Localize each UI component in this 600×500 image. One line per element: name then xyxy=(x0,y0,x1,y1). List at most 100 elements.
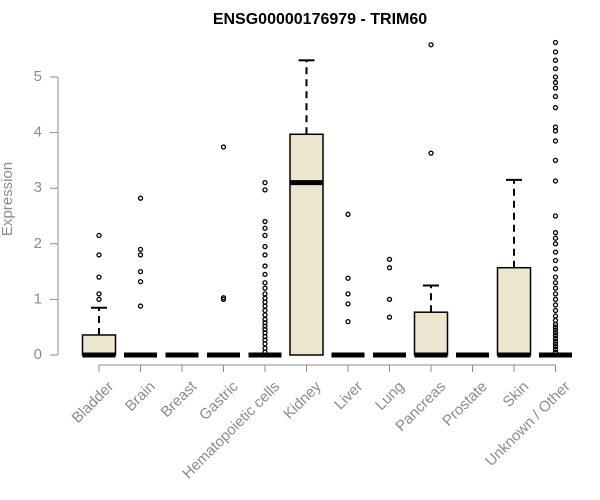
outlier-point xyxy=(552,266,559,272)
outlier-point xyxy=(345,291,351,297)
outlier-point xyxy=(262,291,268,297)
outlier-point xyxy=(552,85,559,91)
outlier-point xyxy=(262,320,268,326)
outlier-point xyxy=(345,275,351,281)
outlier-point xyxy=(552,235,559,241)
outlier-point xyxy=(345,211,351,217)
outlier-point xyxy=(552,39,559,46)
y-tick-label: 4 xyxy=(34,124,42,141)
x-tick-label: Prostate xyxy=(439,378,491,430)
outlier-point xyxy=(552,104,559,111)
outlier-point xyxy=(220,295,227,301)
y-tick-label: 3 xyxy=(34,179,42,196)
chart-title: ENSG00000176979 - TRIM60 xyxy=(213,11,427,28)
box xyxy=(81,334,117,356)
outlier-point xyxy=(262,243,268,250)
outlier-point xyxy=(96,252,102,258)
outlier-point xyxy=(137,303,144,309)
outlier-point xyxy=(96,296,102,303)
outlier-point xyxy=(262,225,268,231)
outlier-point xyxy=(262,312,268,318)
y-axis: 0 1 2 3 4 5 xyxy=(34,68,59,363)
x-tick-label: Brain xyxy=(122,378,159,415)
outlier-point xyxy=(552,178,559,184)
box-group-liver xyxy=(331,211,365,358)
outlier-point xyxy=(552,249,559,255)
outlier-point xyxy=(552,291,559,297)
outlier-point xyxy=(552,157,559,164)
box-group-pancreas xyxy=(413,42,449,358)
outlier-point xyxy=(96,274,102,280)
outlier-point xyxy=(428,42,434,48)
x-tick-label: Breast xyxy=(158,378,201,421)
outlier-point xyxy=(552,124,559,130)
box-group-skin xyxy=(496,178,532,358)
outlier-point xyxy=(96,232,102,239)
outlier-point xyxy=(137,268,144,275)
outlier-point xyxy=(552,327,559,333)
outlier-point xyxy=(262,252,268,258)
outlier-point xyxy=(552,296,559,303)
outlier-point xyxy=(137,278,144,285)
outlier-point xyxy=(552,280,559,286)
outlier-point xyxy=(345,301,351,307)
outlier-point xyxy=(552,241,559,247)
outlier-point xyxy=(552,349,559,355)
box-group-unknown-other xyxy=(539,39,572,358)
y-axis-label: Expression xyxy=(0,162,16,236)
outlier-point xyxy=(386,296,393,303)
outlier-point xyxy=(428,150,434,156)
outlier-point xyxy=(262,285,268,291)
box-group-brain xyxy=(124,195,157,358)
outlier-point xyxy=(262,271,268,278)
box xyxy=(496,266,532,356)
outlier-point xyxy=(552,79,559,86)
outlier-point xyxy=(552,324,559,330)
outlier-point xyxy=(552,138,559,144)
outlier-point xyxy=(96,291,102,297)
outlier-point xyxy=(137,195,144,201)
outlier-point xyxy=(552,57,559,63)
outlier-point xyxy=(552,66,559,72)
outlier-point xyxy=(552,313,559,319)
outlier-point xyxy=(262,263,268,269)
outlier-point xyxy=(262,323,268,329)
outlier-point xyxy=(345,318,351,325)
outlier-point xyxy=(137,246,144,253)
x-tick-label: Kidney xyxy=(280,378,325,423)
outlier-point xyxy=(552,230,559,236)
plot-area xyxy=(81,39,572,358)
outlier-point xyxy=(552,302,559,308)
outlier-point xyxy=(552,344,559,350)
outlier-point xyxy=(262,295,268,301)
y-tick-label: 2 xyxy=(34,235,42,252)
box-group-kidney xyxy=(289,59,324,356)
outlier-point xyxy=(552,307,559,314)
outlier-point xyxy=(552,330,559,336)
x-tick-label: Lung xyxy=(372,378,408,414)
outlier-point xyxy=(262,345,268,351)
outlier-point xyxy=(386,265,393,271)
outlier-point xyxy=(262,232,268,239)
outlier-point xyxy=(262,337,268,343)
outlier-point xyxy=(262,326,268,333)
outlier-point xyxy=(386,256,393,263)
outlier-point xyxy=(220,144,227,150)
outlier-point xyxy=(552,74,559,80)
outlier-point xyxy=(552,346,559,353)
box-group-hematopoietic-cells xyxy=(248,179,282,358)
outlier-point xyxy=(262,316,268,323)
outlier-point xyxy=(552,257,559,264)
outlier-point xyxy=(262,330,268,336)
box xyxy=(289,133,324,356)
outlier-point xyxy=(552,285,559,291)
box-group-lung xyxy=(373,256,406,358)
outlier-point xyxy=(552,49,559,55)
outlier-point xyxy=(552,93,559,100)
x-tick-label: Skin xyxy=(500,378,533,411)
x-tick-label: Liver xyxy=(331,378,366,413)
outlier-point xyxy=(552,335,559,341)
outlier-point xyxy=(552,274,559,280)
